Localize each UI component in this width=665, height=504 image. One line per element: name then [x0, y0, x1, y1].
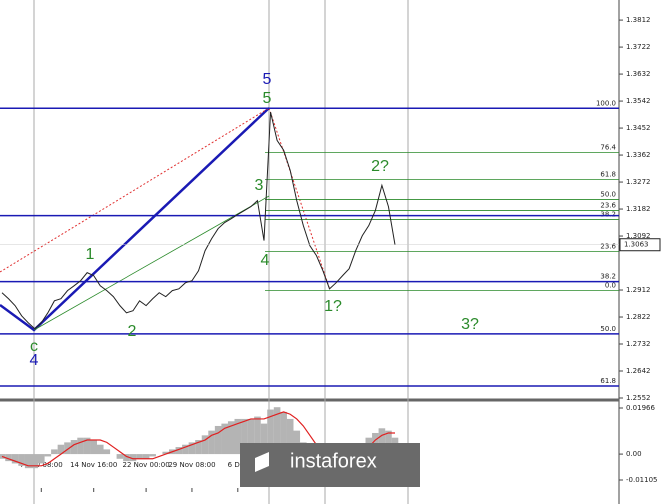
level-label: 61.8	[600, 377, 616, 385]
macd-bar	[293, 430, 301, 455]
macd-bar	[129, 454, 137, 462]
macd-bar	[280, 411, 287, 455]
macd-bar	[385, 430, 392, 455]
macd-bar	[5, 454, 12, 462]
macd-bar	[162, 451, 170, 455]
x-tick-label: 14 Nov 16:00	[70, 461, 117, 469]
macd-bar	[11, 454, 19, 464]
level-label: 100.0	[596, 99, 616, 107]
y-tick-label: 1.2912	[626, 286, 651, 294]
y-tick-label: 0.00	[626, 450, 642, 458]
macd-bar	[123, 454, 130, 462]
x-tick-label: 6 Dec	[228, 461, 248, 469]
macd-bar	[116, 454, 124, 459]
current-price-label: 1.3063	[624, 241, 649, 249]
macd-bar	[227, 421, 235, 455]
wave-label: 1?	[324, 298, 342, 315]
logo-box	[240, 443, 420, 487]
y-tick-label: 1.3362	[626, 151, 651, 159]
y-tick-label: 1.3092	[626, 232, 651, 240]
macd-bar	[208, 430, 215, 455]
level-label: 50.0	[600, 325, 616, 333]
wave-label: 2?	[371, 158, 389, 175]
macd-bar	[57, 444, 65, 455]
macd-bar	[96, 444, 104, 455]
macd-bar	[273, 407, 281, 455]
macd-bar	[24, 454, 32, 469]
level-label: 23.6	[600, 243, 616, 251]
wave-label: 2	[128, 323, 137, 340]
macd-bar	[175, 447, 183, 455]
macd-bar	[234, 418, 242, 455]
x-tick-label: 22 Nov 00:00	[122, 461, 169, 469]
macd-bar	[260, 423, 268, 455]
x-tick-label: 29 Nov 08:00	[168, 461, 215, 469]
level-label: 38.2	[600, 211, 616, 219]
macd-bar	[142, 454, 150, 459]
level-label: 61.8	[600, 170, 616, 178]
logo-icon	[255, 452, 269, 472]
wave-label: c	[30, 338, 38, 355]
y-tick-label: 1.3182	[626, 205, 651, 213]
macd-bar	[83, 437, 91, 455]
wave-label: 1	[86, 246, 95, 263]
y-tick-label: 1.3452	[626, 124, 651, 132]
y-tick-label: 0.01966	[626, 404, 655, 412]
macd-bar	[195, 440, 202, 455]
macd-bar	[64, 442, 71, 455]
macd-bar	[51, 449, 58, 455]
y-tick-label: 1.2552	[626, 394, 651, 402]
macd-bar	[182, 444, 189, 455]
macd-bar	[286, 418, 294, 455]
macd-bar	[38, 454, 45, 464]
x-tick-label: 7 Nov 08:00	[20, 461, 63, 469]
price-line	[1, 112, 396, 330]
macd-bar	[247, 418, 255, 455]
wave-label: 5	[263, 90, 272, 107]
macd-bar	[44, 454, 52, 457]
level-label: 0.0	[605, 282, 616, 290]
macd-bar	[70, 440, 78, 455]
level-label: 76.4	[600, 143, 616, 151]
logo-text: instaforex	[290, 450, 377, 472]
macd-bar	[136, 454, 143, 459]
y-tick-label: -0.01105	[626, 476, 657, 484]
y-tick-label: 1.3272	[626, 178, 651, 186]
y-tick-label: 1.3542	[626, 97, 651, 105]
wave-label: 3	[255, 177, 264, 194]
macd-bar	[267, 409, 274, 455]
logo: instaforex	[240, 443, 420, 487]
current-price-box	[619, 238, 661, 252]
macd-bar	[221, 423, 228, 455]
y-tick-label: 1.2732	[626, 340, 651, 348]
y-tick-label: 1.2642	[626, 367, 651, 375]
level-label: 50.0	[600, 190, 616, 198]
macd-bar	[201, 435, 209, 455]
macd-bar	[241, 418, 248, 455]
y-tick-label: 1.3812	[626, 16, 651, 24]
level-label: 23.6	[600, 202, 616, 210]
wave-label: 4	[30, 352, 39, 369]
y-tick-label: 1.2822	[626, 313, 651, 321]
macd-bar	[378, 428, 386, 455]
level-label: 38.2	[600, 273, 616, 281]
macd-bar	[188, 442, 196, 455]
macd-bar	[103, 449, 111, 455]
wave-label: 3?	[461, 316, 479, 333]
y-tick-label: 1.3632	[626, 70, 651, 78]
macd-bar	[149, 454, 156, 457]
macd-bar	[18, 454, 25, 466]
macd-bar	[90, 440, 97, 455]
wave-label: 4	[261, 252, 270, 269]
y-tick-label: 1.3722	[626, 43, 651, 51]
macd-bar	[214, 425, 222, 455]
macd-bar	[254, 416, 261, 455]
wave-label: 5	[263, 71, 272, 88]
channel-line	[33, 195, 270, 331]
macd-bar	[77, 437, 84, 455]
macd-bar	[31, 454, 39, 469]
